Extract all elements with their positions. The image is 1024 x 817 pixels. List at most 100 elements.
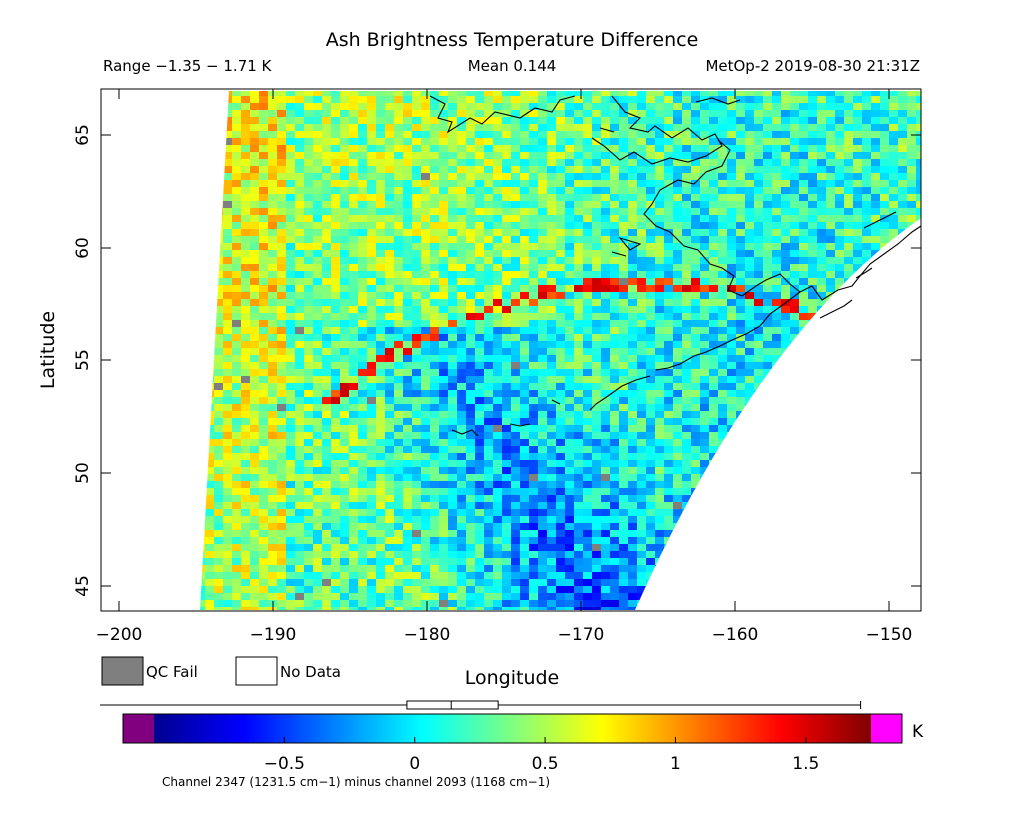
swath-pixel [916, 201, 921, 208]
swath-pixel [781, 201, 790, 208]
swath-pixel [556, 138, 565, 145]
swath-pixel [466, 131, 475, 138]
swath-pixel [799, 124, 808, 131]
swath-pixel [520, 439, 529, 446]
swath-pixel [313, 306, 322, 313]
swath-pixel [718, 180, 727, 187]
swath-pixel [565, 306, 574, 313]
swath-pixel [331, 306, 340, 313]
swath-pixel [214, 495, 223, 502]
swath-pixel [358, 145, 367, 152]
swath-pixel [322, 376, 331, 383]
swath-pixel [583, 390, 592, 397]
swath-pixel [565, 516, 574, 523]
swath-pixel [367, 474, 376, 481]
swath-pixel [520, 243, 529, 250]
swath-pixel [367, 369, 376, 376]
swath-pixel [862, 91, 871, 96]
swath-pixel [358, 208, 367, 215]
swath-pixel [637, 502, 646, 509]
swath-pixel [466, 383, 475, 390]
swath-pixel [745, 327, 754, 334]
swath-pixel [322, 292, 331, 299]
swath-pixel [493, 411, 502, 418]
swath-pixel [808, 194, 817, 201]
swath-pixel [529, 208, 538, 215]
swath-pixel [610, 481, 619, 488]
swath-pixel [592, 509, 601, 516]
swath-pixel [232, 376, 241, 383]
swath-pixel [673, 390, 682, 397]
swath-pixel [331, 166, 340, 173]
swath-pixel [511, 446, 520, 453]
swath-pixel [781, 271, 790, 278]
swath-pixel [781, 110, 790, 117]
swath-pixel [493, 439, 502, 446]
swath-pixel [691, 481, 700, 488]
swath-pixel [592, 117, 601, 124]
swath-pixel [628, 334, 637, 341]
swath-pixel [223, 404, 232, 411]
swath-pixel [619, 110, 628, 117]
swath-pixel [403, 166, 412, 173]
swath-pixel [385, 397, 394, 404]
swath-pixel [313, 376, 322, 383]
swath-pixel [259, 348, 268, 355]
swath-pixel [718, 432, 727, 439]
swath-pixel [313, 404, 322, 411]
swath-pixel [574, 313, 583, 320]
swath-pixel [358, 397, 367, 404]
swath-pixel [376, 376, 385, 383]
swath-pixel [745, 348, 754, 355]
swath-pixel [628, 425, 637, 432]
swath-pixel [592, 180, 601, 187]
swath-pixel [700, 383, 709, 390]
swath-pixel [718, 376, 727, 383]
swath-pixel [403, 453, 412, 460]
swath-pixel [664, 460, 673, 467]
swath-pixel [376, 103, 385, 110]
swath-pixel [601, 278, 610, 285]
swath-pixel [412, 292, 421, 299]
swath-pixel [322, 474, 331, 481]
swath-pixel [556, 390, 565, 397]
swath-pixel [385, 320, 394, 327]
swath-pixel [745, 299, 754, 306]
swath-pixel [475, 138, 484, 145]
swath-pixel [763, 91, 772, 96]
swath-pixel [340, 96, 349, 103]
swath-pixel [817, 236, 826, 243]
swath-pixel [367, 91, 376, 96]
swath-pixel [790, 194, 799, 201]
swath-pixel [412, 495, 421, 502]
swath-pixel [214, 516, 223, 523]
swath-pixel [601, 250, 610, 257]
swath-pixel [376, 404, 385, 411]
swath-pixel [493, 243, 502, 250]
swath-pixel [691, 404, 700, 411]
swath-pixel [403, 145, 412, 152]
swath-pixel [367, 425, 376, 432]
swath-pixel [250, 390, 259, 397]
swath-pixel [232, 285, 241, 292]
swath-pixel [304, 446, 313, 453]
swath-pixel [385, 411, 394, 418]
swath-pixel [556, 124, 565, 131]
swath-pixel [394, 390, 403, 397]
swath-pixel [394, 488, 403, 495]
swath-pixel [277, 91, 286, 96]
swath-pixel [529, 299, 538, 306]
swath-pixel [817, 152, 826, 159]
swath-pixel [466, 390, 475, 397]
swath-pixel [889, 110, 898, 117]
swath-pixel [799, 96, 808, 103]
swath-pixel [439, 264, 448, 271]
swath-pixel [628, 376, 637, 383]
swath-pixel [331, 313, 340, 320]
swath-pixel [727, 376, 736, 383]
swath-pixel [304, 313, 313, 320]
swath-pixel [286, 390, 295, 397]
swath-pixel [385, 439, 394, 446]
swath-pixel [871, 124, 880, 131]
swath-pixel [547, 159, 556, 166]
